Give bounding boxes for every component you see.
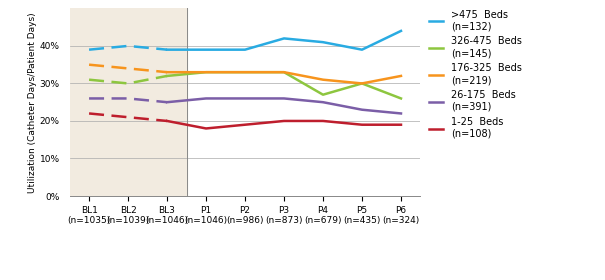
- Legend: >475  Beds
(n=132), 326-475  Beds
(n=145), 176-325  Beds
(n=219), 26-175  Beds
(: >475 Beds (n=132), 326-475 Beds (n=145),…: [429, 10, 522, 139]
- Bar: [70, 8, 186, 196]
- Y-axis label: Utilization (Catheter Days/Patient Days): Utilization (Catheter Days/Patient Days): [28, 12, 37, 193]
